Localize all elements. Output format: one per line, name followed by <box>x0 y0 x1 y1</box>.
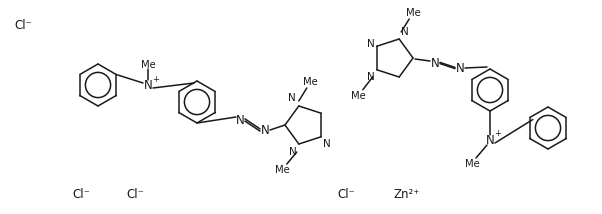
Text: Zn²⁺: Zn²⁺ <box>393 188 420 201</box>
Text: N: N <box>323 139 331 149</box>
Text: Cl⁻: Cl⁻ <box>72 188 90 201</box>
Text: N: N <box>235 113 244 126</box>
Text: Me: Me <box>465 159 479 169</box>
Text: N: N <box>261 123 269 137</box>
Text: Cl⁻: Cl⁻ <box>126 188 144 201</box>
Text: Cl⁻: Cl⁻ <box>14 19 32 32</box>
Text: Me: Me <box>406 8 421 18</box>
Text: Cl⁻: Cl⁻ <box>337 188 355 201</box>
Text: N: N <box>401 27 409 37</box>
Text: N: N <box>289 147 297 157</box>
Text: Me: Me <box>141 60 155 70</box>
Text: Me: Me <box>352 91 366 101</box>
Text: N: N <box>456 61 464 74</box>
Text: N: N <box>367 72 375 82</box>
Text: N: N <box>288 93 296 103</box>
Text: +: + <box>495 129 501 138</box>
Text: Me: Me <box>276 165 290 175</box>
Text: N: N <box>144 79 152 92</box>
Text: Me: Me <box>303 77 318 87</box>
Text: +: + <box>152 74 160 83</box>
Text: N: N <box>430 56 439 70</box>
Text: N: N <box>486 134 494 147</box>
Text: N: N <box>367 39 375 49</box>
